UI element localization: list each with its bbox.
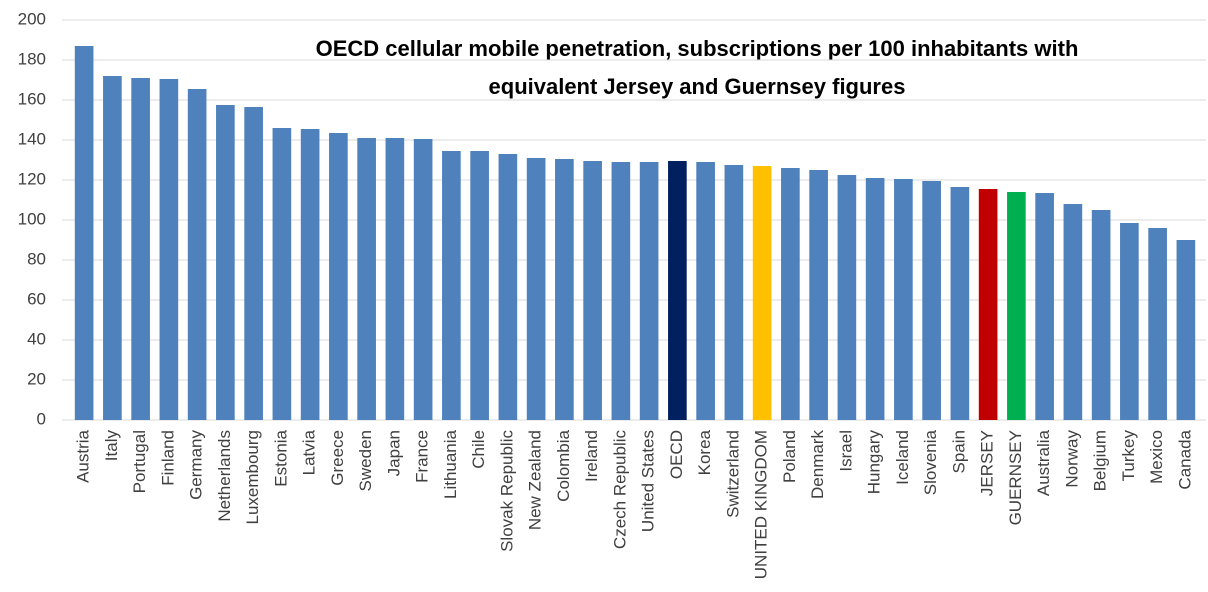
bar	[1148, 228, 1167, 420]
y-tick-label: 200	[18, 9, 46, 28]
bar	[1176, 240, 1196, 420]
bar	[922, 181, 941, 420]
x-tick-label: GUERNSEY	[1006, 430, 1025, 525]
bar	[639, 162, 659, 420]
x-tick-label: Mexico	[1147, 430, 1166, 484]
y-tick-label: 140	[18, 129, 46, 148]
x-tick-label: Switzerland	[723, 430, 742, 518]
bar	[103, 76, 122, 420]
bar	[583, 161, 602, 420]
x-tick-label: Israel	[836, 430, 855, 472]
x-tick-label: Austria	[74, 429, 93, 482]
y-tick-label: 180	[18, 49, 46, 68]
chart-title: equivalent Jersey and Guernsey figures	[489, 74, 906, 99]
bar	[470, 151, 489, 420]
bar	[978, 189, 998, 420]
bar	[300, 129, 320, 420]
x-tick-label: Hungary	[865, 430, 884, 495]
x-tick-label: Korea	[695, 429, 714, 475]
bar	[724, 165, 744, 420]
y-tick-label: 60	[27, 289, 46, 308]
bar	[894, 179, 913, 420]
bar	[668, 161, 687, 420]
bar	[413, 139, 433, 420]
bar	[1007, 192, 1026, 420]
y-tick-label: 100	[18, 209, 46, 228]
bar	[187, 89, 207, 420]
bar	[1091, 210, 1111, 420]
x-tick-label: Canada	[1175, 429, 1194, 489]
x-tick-label: Denmark	[808, 430, 827, 499]
bar	[837, 175, 857, 420]
bar	[74, 46, 94, 420]
x-tick-label: Spain	[949, 430, 968, 473]
x-tick-label: Norway	[1062, 430, 1081, 488]
bar	[865, 178, 885, 420]
bar	[442, 151, 461, 420]
y-tick-label: 160	[18, 89, 46, 108]
x-tick-label: Poland	[780, 430, 799, 483]
bar	[950, 187, 970, 420]
x-tick-label: Colombia	[554, 429, 573, 501]
x-tick-label: Ireland	[582, 430, 601, 482]
x-tick-label: Slovak Republic	[497, 430, 516, 552]
x-tick-label: Greece	[328, 430, 347, 486]
x-tick-label: Turkey	[1119, 430, 1138, 482]
x-tick-label: Sweden	[356, 430, 375, 491]
bar	[555, 159, 574, 420]
x-tick-label: Italy	[102, 430, 121, 462]
x-tick-label: Portugal	[130, 430, 149, 493]
bar	[498, 154, 518, 420]
y-tick-label: 0	[37, 409, 46, 428]
x-tick-label: New Zealand	[526, 430, 545, 530]
y-tick-label: 120	[18, 169, 46, 188]
x-tick-label: Chile	[469, 430, 488, 469]
bar	[809, 170, 828, 420]
bar	[611, 162, 631, 420]
x-tick-label: France	[413, 430, 432, 483]
x-tick-label: UNITED KINGDOM	[752, 430, 771, 579]
x-tick-label: Australia	[1034, 429, 1053, 496]
x-tick-label: OECD	[667, 430, 686, 479]
bar	[216, 105, 235, 420]
bar	[385, 138, 405, 420]
x-tick-label: Slovenia	[921, 429, 940, 495]
bar	[357, 138, 376, 420]
bar	[1035, 193, 1054, 420]
x-tick-label: Czech Republic	[610, 430, 629, 550]
x-tick-label: Japan	[384, 430, 403, 476]
x-tick-label: Iceland	[893, 430, 912, 485]
x-tick-label: Netherlands	[215, 430, 234, 522]
x-tick-label: United States	[639, 430, 658, 532]
x-tick-label: Luxembourg	[243, 430, 262, 525]
bar	[329, 133, 348, 420]
bar	[752, 166, 772, 420]
y-tick-label: 40	[27, 329, 46, 348]
bar	[1120, 223, 1139, 420]
x-tick-label: Germany	[187, 430, 206, 500]
x-tick-label: Finland	[158, 430, 177, 486]
chart-title: OECD cellular mobile penetration, subscr…	[316, 36, 1079, 61]
x-tick-label: Belgium	[1091, 430, 1110, 491]
bar	[244, 107, 263, 420]
bar	[526, 158, 546, 420]
y-tick-label: 20	[27, 369, 46, 388]
bar	[1063, 204, 1083, 420]
bar	[781, 168, 800, 420]
bar	[131, 78, 150, 420]
x-tick-label: JERSEY	[978, 430, 997, 496]
x-tick-label: Estonia	[271, 429, 290, 486]
y-tick-label: 80	[27, 249, 46, 268]
x-tick-label: Latvia	[300, 429, 319, 475]
bar	[696, 162, 715, 420]
bar	[272, 128, 292, 420]
bar	[159, 79, 179, 420]
x-tick-label: Lithuania	[441, 429, 460, 499]
